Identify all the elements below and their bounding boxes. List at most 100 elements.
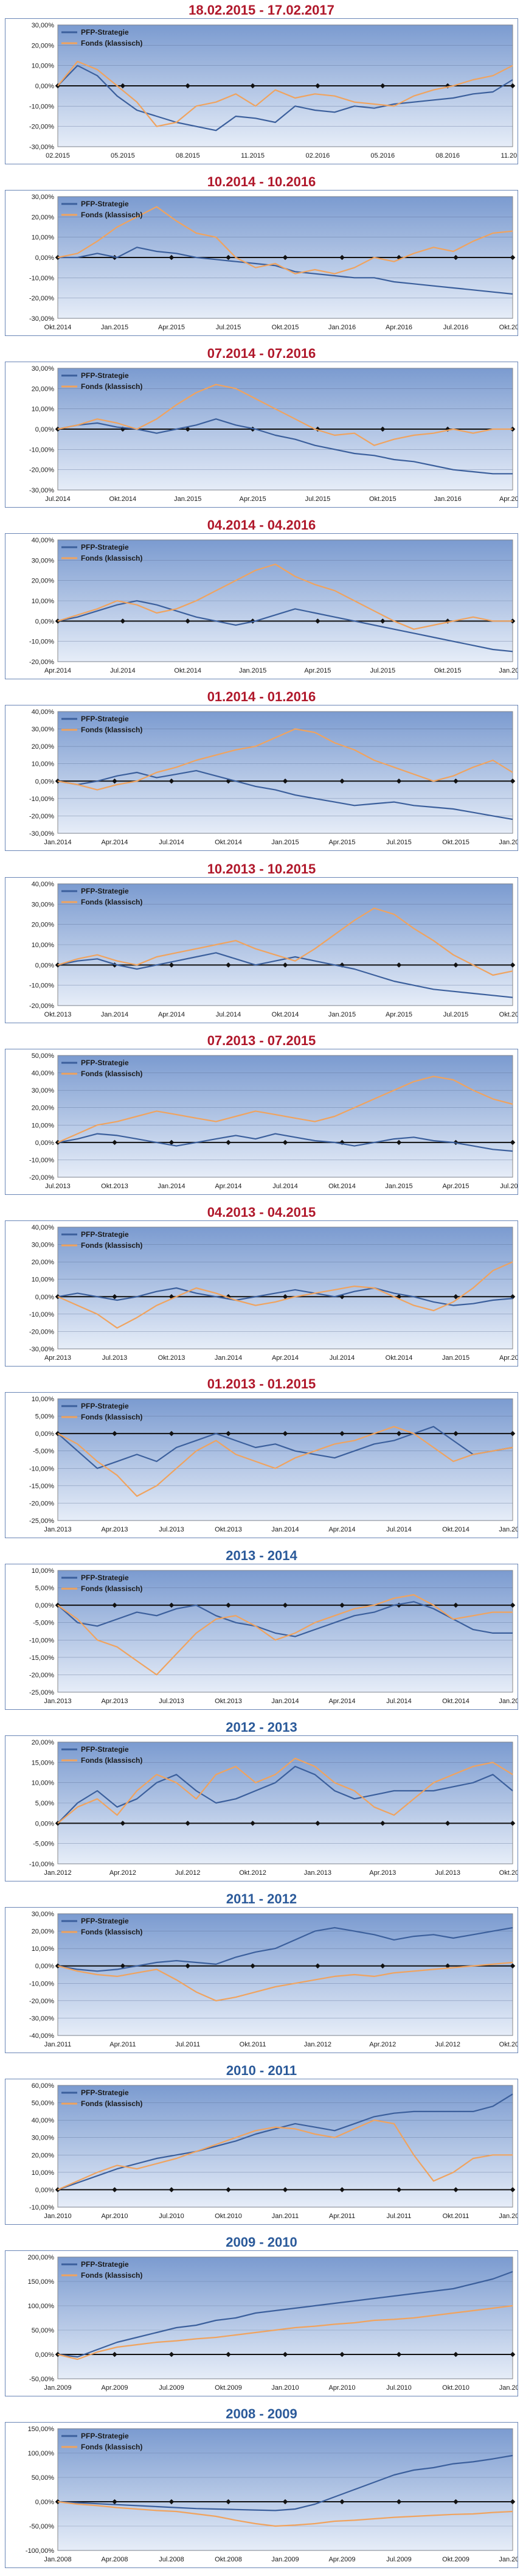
x-tick-label: Okt.2015: [499, 1011, 518, 1018]
zero-line-marker: [396, 2187, 402, 2193]
chart-title: 2008 - 2009: [226, 2406, 297, 2422]
y-tick-label: 10,00%: [32, 63, 55, 70]
x-tick-label: Jan.2015: [239, 667, 266, 674]
x-tick-label: Jul.2015: [370, 667, 395, 674]
x-tick-label: Okt.2010: [215, 2213, 242, 2220]
x-tick-label: Okt.2013: [215, 1698, 242, 1705]
zero-line-marker: [120, 618, 126, 624]
y-tick-label: 50,00%: [32, 2327, 55, 2334]
x-tick-label: 02.2016: [306, 152, 330, 159]
chart-title: 07.2014 - 07.2016: [207, 346, 316, 362]
y-tick-label: -20,00%: [29, 124, 54, 131]
x-tick-label: Okt.2015: [272, 324, 299, 331]
y-tick-label: 20,00%: [32, 2152, 55, 2159]
x-tick-label: Okt.2014: [386, 1354, 413, 1362]
y-tick-label: -10,00%: [29, 1861, 54, 1868]
line-chart: -25,00% -20,00% -15,00% -10,00% -5,00% 0,00% 5…: [29, 1396, 518, 1533]
x-tick-label: Jul.2008: [159, 2556, 184, 2563]
series-line-pfp-strategie: [57, 1927, 513, 1972]
x-tick-label: Jul.2012: [175, 1869, 201, 1877]
zero-line-marker: [282, 2352, 288, 2357]
zero-line-marker: [226, 962, 231, 968]
y-tick-label: -20,00%: [29, 1174, 54, 1181]
y-tick-label: -30,00%: [29, 830, 54, 838]
y-tick-label: -10,00%: [29, 796, 54, 803]
line-chart: -30,00% -20,00% -10,00% 0,00% 10,00% 20,00% 30…: [29, 709, 518, 846]
y-tick-label: 30,00%: [32, 1241, 55, 1248]
x-tick-label: 11.2016: [501, 152, 518, 159]
y-tick-label: -10,00%: [29, 1465, 54, 1472]
chart-block: 18.02.2015 - 17.02.2017 -30,00% -20,00% -10…: [0, 0, 523, 172]
series-line-fonds-klassisch: [57, 383, 513, 446]
x-tick-label: Jan.2016: [499, 839, 518, 846]
y-tick-label: 0,00%: [35, 426, 54, 433]
x-tick-label: Apr.2012: [109, 1869, 136, 1877]
chart-frame: -10,00% -5,00% 0,00% 5,00% 10,00% 15,00% 20,00…: [5, 1735, 518, 1881]
line-chart: -30,00% -20,00% -10,00% 0,00% 10,00% 20,00% 30…: [29, 1224, 518, 1362]
y-tick-label: 0,00%: [35, 962, 54, 969]
chart-block: 10.2014 - 10.2016 -30,00% -20,00% -10,00% 0,…: [0, 172, 523, 343]
series-line-fonds-klassisch: [57, 2119, 513, 2191]
zero-line-marker: [396, 962, 402, 968]
x-tick-label: Okt.2015: [434, 667, 462, 674]
zero-line-marker: [282, 2187, 288, 2193]
y-tick-label: 30,00%: [32, 726, 55, 733]
x-tick-label: Apr.2010: [328, 2384, 355, 2392]
legend-label: Fonds (klassisch): [81, 39, 142, 47]
x-tick-label: Okt.2015: [442, 839, 469, 846]
x-tick-label: Jan.2015: [499, 1526, 518, 1533]
y-tick-label: 5,00%: [35, 1584, 54, 1592]
y-tick-label: -5,00%: [33, 1620, 54, 1627]
y-tick-label: -20,00%: [29, 1328, 54, 1335]
x-tick-label: Apr.2014: [158, 1011, 185, 1018]
y-tick-label: 0,00%: [35, 83, 54, 90]
zero-line-marker: [55, 618, 61, 624]
x-tick-label: Jan.2010: [44, 2213, 71, 2220]
x-tick-label: Apr.2013: [44, 1354, 71, 1362]
chart-frame: -50,00% 0,00% 50,00% 100,00% 150,00% 200,00% J…: [5, 2250, 518, 2397]
y-tick-label: -30,00%: [29, 487, 54, 494]
legend-label: PFP-Strategie: [81, 2088, 129, 2097]
zero-line-marker: [55, 779, 61, 784]
line-chart: -100,00% -50,00% 0,00% 50,00% 100,00% 150,00%…: [26, 2426, 518, 2563]
x-tick-label: Jul.2009: [386, 2556, 412, 2563]
series-line-fonds-klassisch: [57, 1426, 513, 1497]
x-tick-label: Jul.2009: [159, 2384, 184, 2392]
legend-label: PFP-Strategie: [81, 1059, 129, 1067]
legend-label: Fonds (klassisch): [81, 1069, 142, 1078]
y-tick-label: 100,00%: [28, 2303, 55, 2310]
zero-line-marker: [226, 2352, 231, 2357]
legend: PFP-Strategie Fonds (klassisch): [61, 1917, 142, 1936]
x-tick-label: Apr.2009: [101, 2384, 128, 2392]
x-tick-label: Okt.2012: [239, 1869, 266, 1877]
x-tick-label: 02.2015: [46, 152, 70, 159]
chart-block: 10.2013 - 10.2015 -20,00% -10,00% 0,00% 10,0…: [0, 859, 523, 1031]
x-tick-label: Apr.2015: [304, 667, 331, 674]
x-tick-label: Okt.2009: [442, 2556, 469, 2563]
x-tick-label: Apr.2014: [215, 1183, 241, 1190]
zero-line-marker: [453, 2187, 459, 2193]
y-tick-label: -5,00%: [33, 1448, 54, 1455]
y-tick-label: 10,00%: [32, 598, 55, 605]
y-tick-label: -10,00%: [29, 275, 54, 282]
plot-area: [57, 2085, 513, 2208]
x-tick-label: Jan.2010: [271, 2384, 299, 2392]
x-tick-label: Jan.2014: [271, 1698, 299, 1705]
x-tick-label: Apr.2016: [386, 324, 412, 331]
chart-title: 04.2014 - 04.2016: [207, 517, 316, 533]
chart-title: 07.2013 - 07.2015: [207, 1032, 316, 1048]
y-tick-label: -20,00%: [29, 1671, 54, 1679]
zero-line-marker: [339, 779, 345, 784]
y-tick-label: 0,00%: [35, 2351, 54, 2359]
chart-block: 2013 - 2014 -25,00% -20,00% -15,00% -10,00% -…: [0, 1545, 523, 1717]
x-tick-label: Jan.2012: [304, 2041, 331, 2048]
zero-line-marker: [339, 254, 345, 261]
legend: PFP-Strategie Fonds (klassisch): [61, 28, 142, 47]
legend-label: Fonds (klassisch): [81, 898, 142, 906]
series-line-pfp-strategie: [57, 1765, 513, 1824]
legend-label: PFP-Strategie: [81, 543, 129, 551]
x-tick-label: Jan.2011: [499, 2384, 518, 2392]
line-chart: -30,00% -20,00% -10,00% 0,00% 10,00% 20,00% 30…: [29, 194, 518, 331]
legend-label: PFP-Strategie: [81, 200, 129, 208]
